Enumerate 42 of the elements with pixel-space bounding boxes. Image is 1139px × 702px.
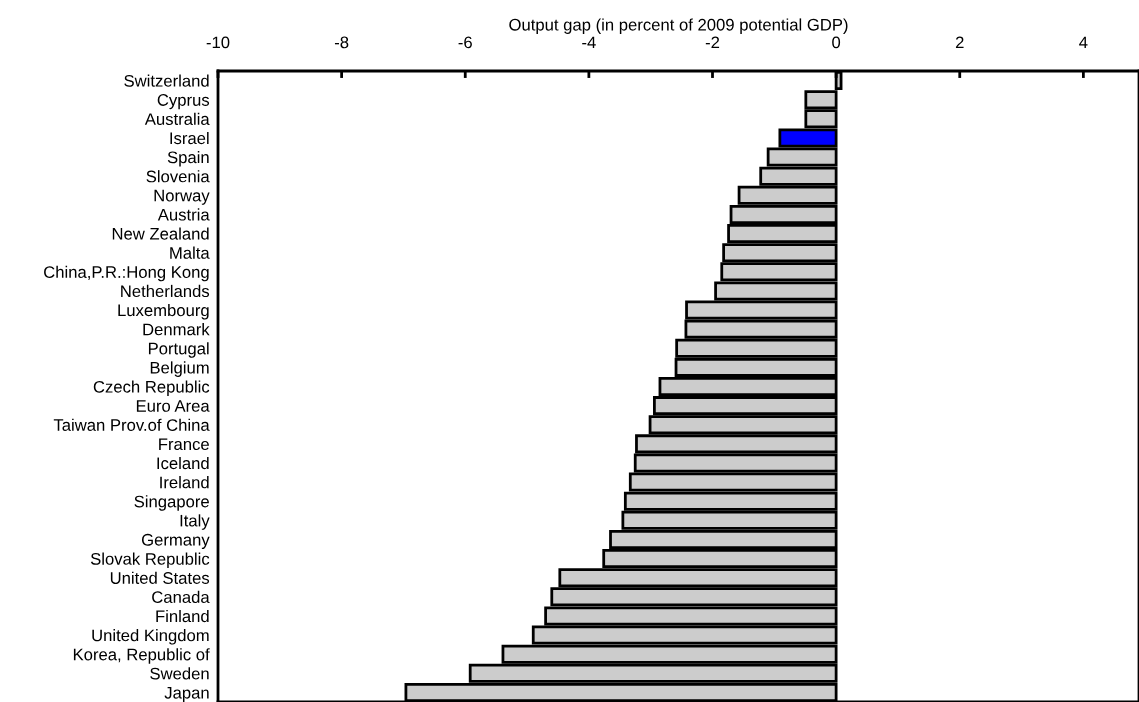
y-tick-label: Cyprus <box>157 94 210 110</box>
y-tick-label: Israel <box>170 131 209 145</box>
y-tick-label: Sweden <box>150 667 209 680</box>
y-tick-label: France <box>159 438 209 451</box>
y-tick-label: Spain <box>167 151 209 167</box>
y-tick-label: Ireland <box>160 476 209 489</box>
y-tick-label: Slovak Republic <box>90 552 210 569</box>
y-tick-label: Denmark <box>143 323 210 336</box>
y-tick-label: New Zealand <box>112 227 209 240</box>
y-tick-label: Italy <box>180 514 210 530</box>
x-tick-label: -2 <box>705 36 720 49</box>
y-tick-label: Germany <box>141 533 210 549</box>
y-tick-label: Finland <box>156 609 209 623</box>
x-tick-label: -6 <box>458 36 472 49</box>
y-tick-label: Austria <box>157 208 210 221</box>
y-tick-label: Canada <box>152 590 210 604</box>
y-tick-label: Singapore <box>134 495 209 511</box>
y-tick-label: United States <box>110 571 210 584</box>
y-tick-label: Iceland <box>157 456 209 470</box>
x-tick-label: -4 <box>582 36 596 49</box>
y-tick-label: Portugal <box>148 342 209 358</box>
x-tick-label: 0 <box>832 36 841 49</box>
y-tick-label: Switzerland <box>124 74 209 87</box>
y-tick-label: Japan <box>164 687 209 702</box>
y-tick-label: Australia <box>144 112 210 126</box>
y-tick-label: Taiwan Prov.of China <box>53 418 210 431</box>
y-tick-label: Norway <box>154 189 210 205</box>
x-tick-label: -8 <box>334 36 349 49</box>
y-tick-label: United Kingdom <box>92 629 209 645</box>
x-tick-label: 2 <box>955 36 964 49</box>
y-tick-label: Euro Area <box>136 400 210 412</box>
x-axis-title: Output gap (in percent of 2009 potential GDP) <box>509 18 848 34</box>
y-tick-label: Slovenia <box>146 170 210 183</box>
x-tick-label: 4 <box>1079 36 1088 49</box>
x-tick-label: -10 <box>206 36 230 49</box>
y-tick-label: Belgium <box>150 361 209 377</box>
y-tick-label: Malta <box>170 246 210 259</box>
y-tick-label: Luxembourg <box>118 303 209 320</box>
y-tick-label: China,P.R.:Hong Kong <box>44 265 209 282</box>
y-tick-label: Korea, Republic of <box>73 648 210 664</box>
y-tick-label: Netherlands <box>121 284 210 298</box>
y-tick-label: Czech Republic <box>93 380 210 396</box>
